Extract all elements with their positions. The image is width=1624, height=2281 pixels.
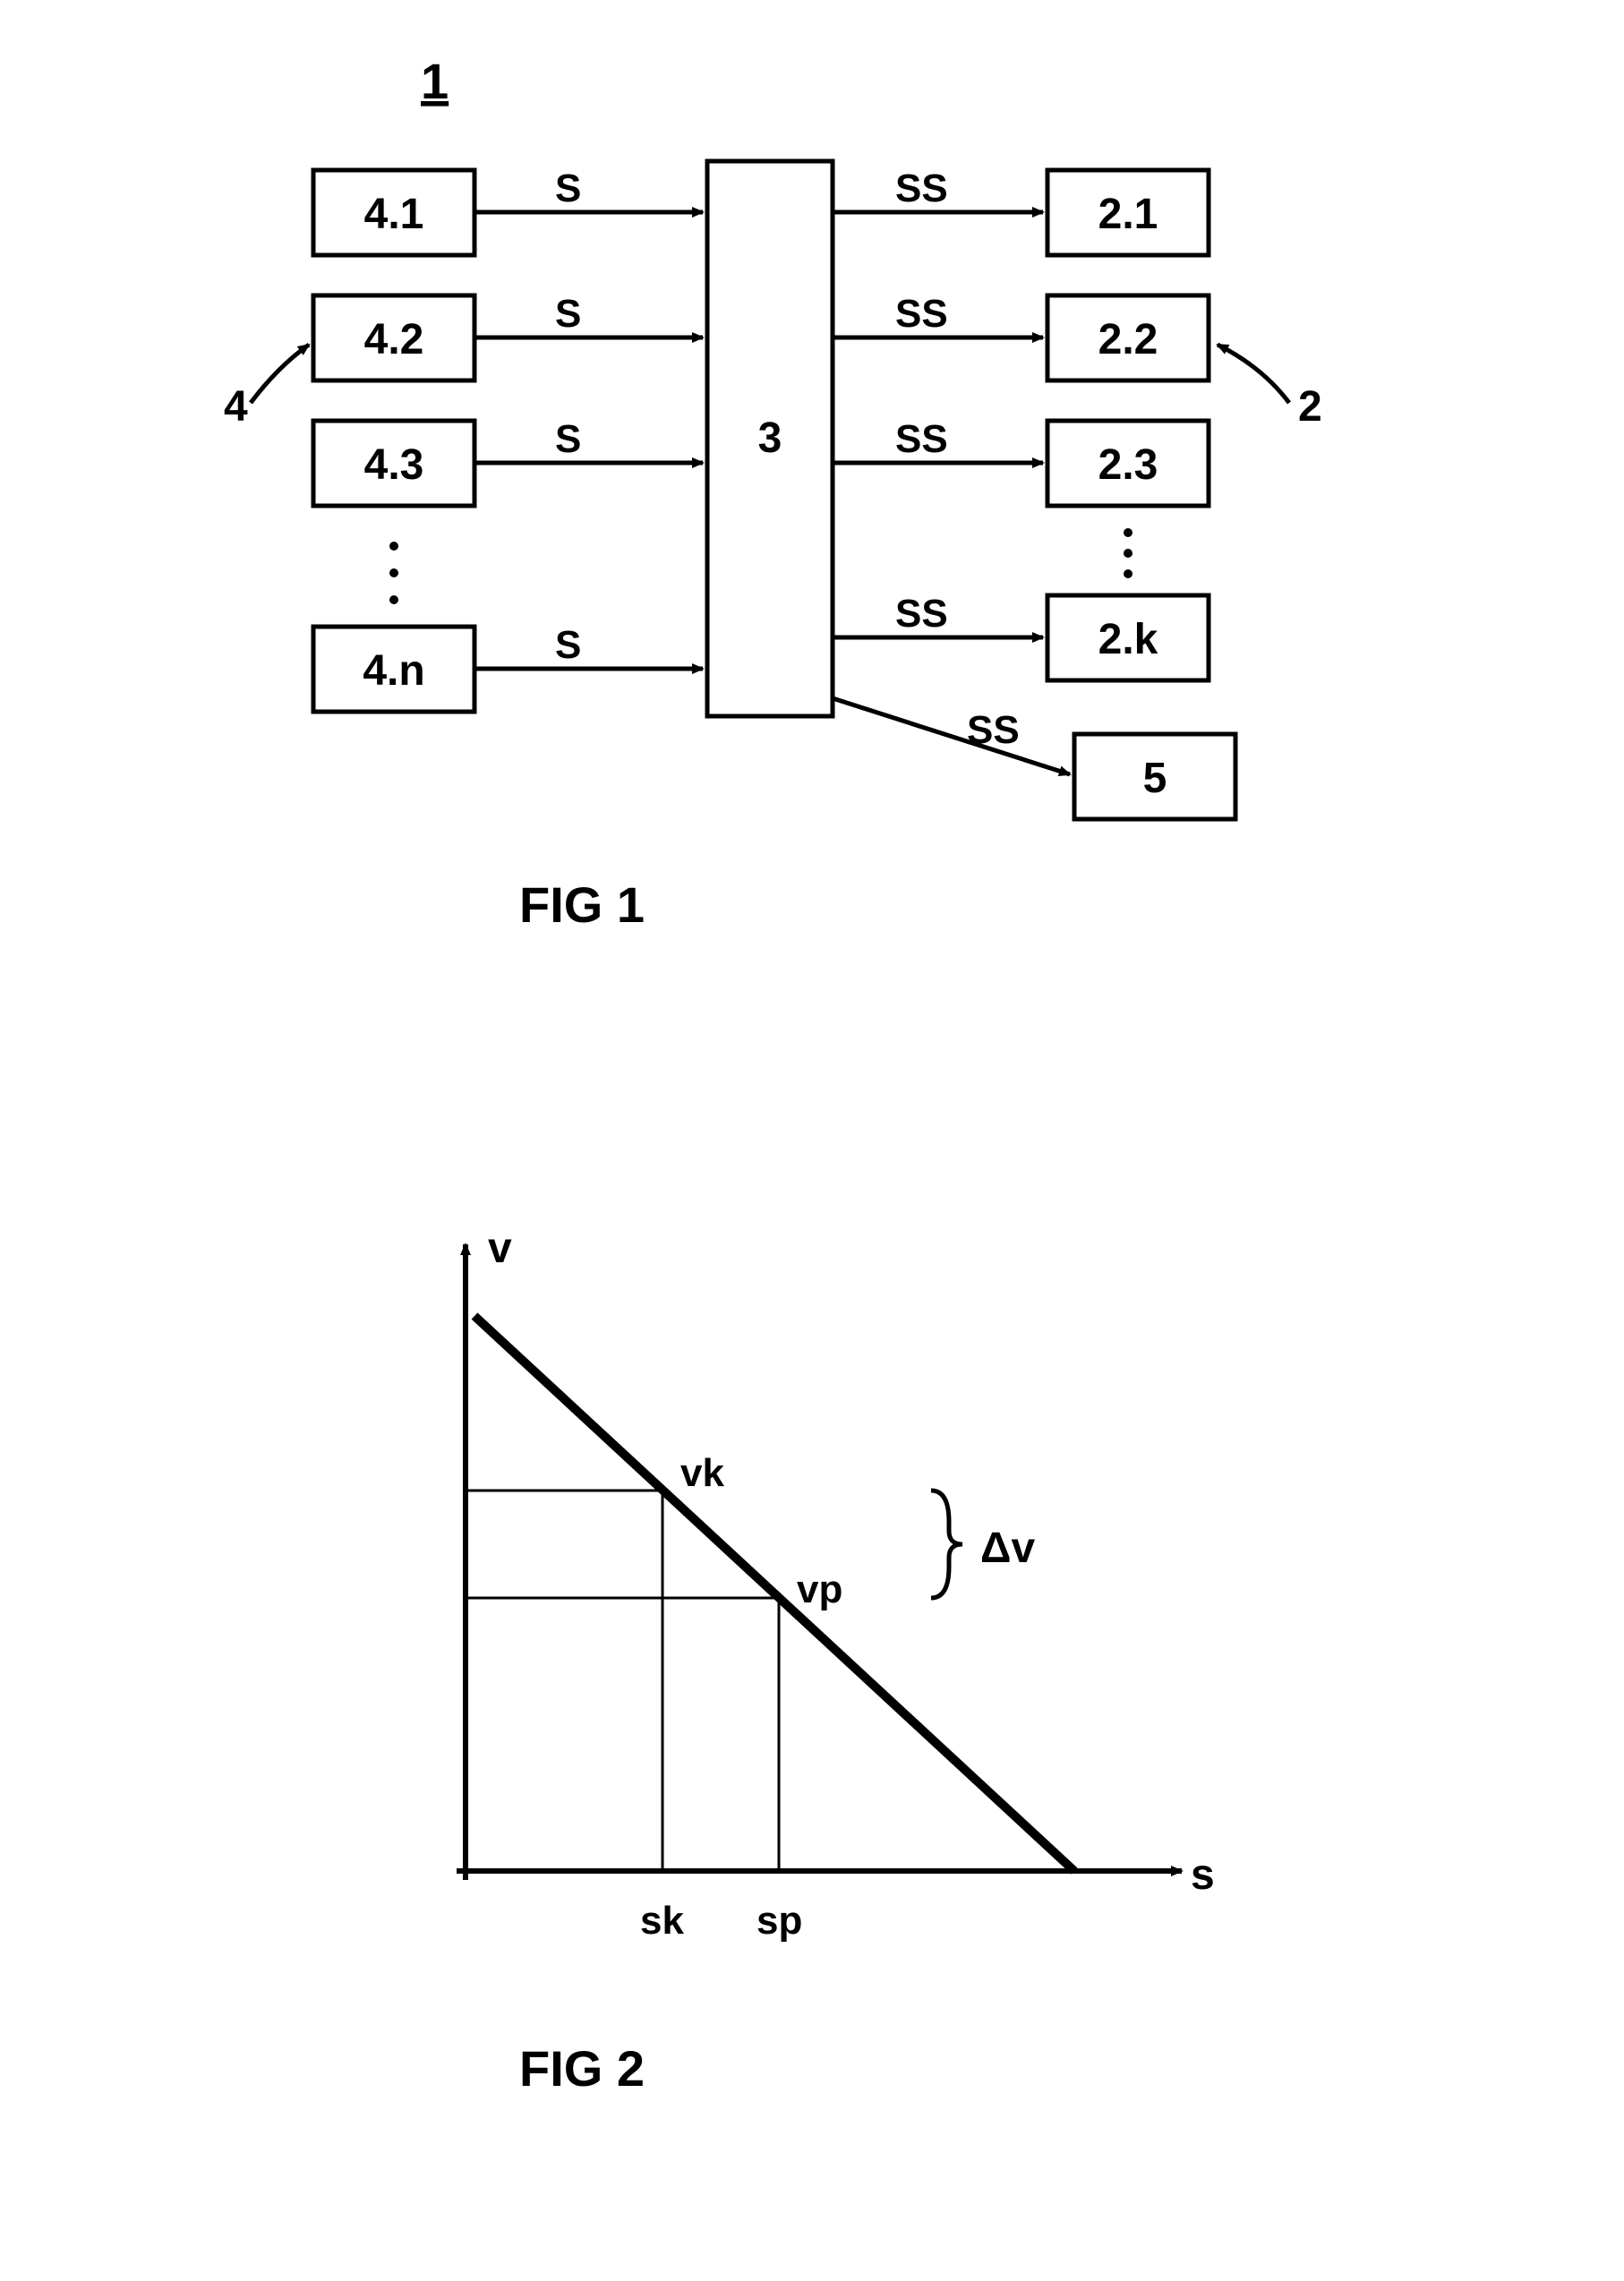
arrow-ss-k-label: SS: [895, 592, 948, 636]
arrow-s-3-label: S: [555, 417, 581, 461]
group-2-label: 2: [1298, 383, 1322, 431]
x-axis-label: s: [1191, 1851, 1215, 1899]
sk-label: sk: [640, 1899, 684, 1943]
left-ellipsis-dot: [389, 595, 398, 604]
right-ellipsis-dot: [1124, 549, 1133, 558]
box-4-n-label: 4.n: [363, 647, 424, 695]
arrow-ss-3-label: SS: [895, 417, 948, 461]
delta-brace: [931, 1491, 962, 1598]
vp-label: vp: [797, 1568, 842, 1611]
right-boxes-group: 2.1 2.2 2.3 2.k 5: [1047, 170, 1235, 819]
box-5-label: 5: [1143, 755, 1167, 802]
box-4-3-label: 4.3: [364, 441, 424, 489]
fig1-title: FIG 1: [519, 876, 645, 933]
fig2-title: FIG 2: [519, 2040, 645, 2097]
box-2-2-label: 2.2: [1098, 316, 1158, 363]
page: 1 4.1 4.2 4.3 4.n 4 3 S S S: [0, 0, 1624, 2281]
group-4-pointer: [251, 345, 309, 403]
box-4-2-label: 4.2: [364, 316, 424, 363]
center-block-label: 3: [758, 414, 782, 462]
arrow-ss-5: [833, 698, 1070, 774]
arrow-s-n-label: S: [555, 623, 581, 667]
group-4-label: 4: [224, 383, 248, 431]
left-ellipsis-dot: [389, 568, 398, 577]
group-2-pointer: [1218, 345, 1289, 403]
left-ellipsis-dot: [389, 542, 398, 551]
arrow-ss-1-label: SS: [895, 167, 948, 210]
box-2-k-label: 2.k: [1098, 616, 1158, 663]
vk-label: vk: [680, 1451, 724, 1495]
right-ellipsis-dot: [1124, 528, 1133, 537]
system-label: 1: [421, 53, 449, 109]
box-2-1-label: 2.1: [1098, 191, 1158, 238]
right-ellipsis-dot: [1124, 569, 1133, 578]
left-boxes-group: 4.1 4.2 4.3 4.n: [313, 170, 474, 712]
arrow-ss-2-label: SS: [895, 292, 948, 336]
box-4-1-label: 4.1: [364, 191, 424, 238]
figures-svg: 1 4.1 4.2 4.3 4.n 4 3 S S S: [0, 0, 1624, 2281]
y-axis-label: v: [488, 1225, 512, 1272]
arrow-s-1-label: S: [555, 167, 581, 210]
arrow-s-2-label: S: [555, 292, 581, 336]
sp-label: sp: [756, 1899, 802, 1943]
box-2-3-label: 2.3: [1098, 441, 1158, 489]
arrow-ss-5-label: SS: [967, 708, 1020, 752]
delta-v-label: Δv: [980, 1525, 1036, 1572]
